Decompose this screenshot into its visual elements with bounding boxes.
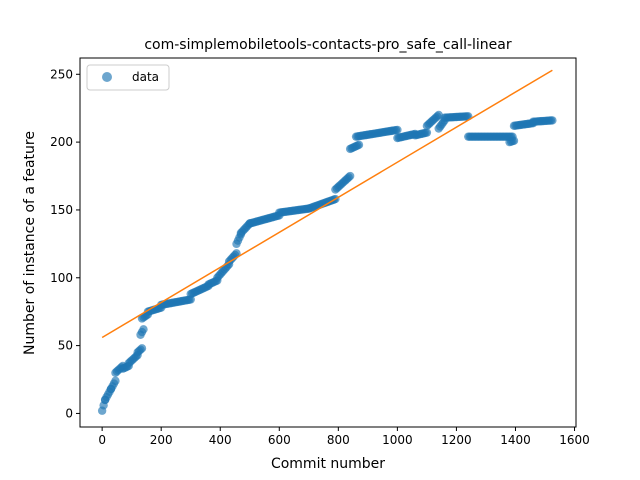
data-points (97, 110, 557, 415)
x-tick-label: 200 (150, 433, 173, 447)
x-tick-label: 1200 (441, 433, 472, 447)
x-tick-label: 0 (98, 433, 106, 447)
data-point (422, 128, 432, 137)
y-tick-label: 50 (58, 339, 73, 353)
data-point (139, 325, 148, 334)
y-tick-label: 250 (50, 67, 73, 81)
chart-title: com-simplemobiletools-contacts-pro_safe_… (144, 37, 512, 53)
x-axis-ticks: 0 200 400 600 800 1000 1200 1400 1600 (98, 427, 590, 447)
data-point (137, 344, 147, 353)
fit-line (101, 69, 553, 339)
legend-marker (102, 72, 112, 82)
data-point (111, 376, 120, 386)
data-point (548, 116, 557, 125)
data-point (354, 140, 364, 150)
fit-line-layer (101, 69, 553, 339)
x-tick-label: 800 (327, 433, 350, 447)
y-tick-label: 0 (65, 406, 73, 420)
legend-label: data (132, 70, 159, 84)
legend-box (86, 64, 170, 91)
data-point (345, 171, 355, 181)
data-point (393, 125, 402, 135)
y-tick-label: 200 (50, 135, 73, 149)
x-tick-label: 1600 (559, 433, 590, 447)
y-tick-label: 100 (50, 271, 73, 285)
data-point (509, 136, 519, 145)
plot-frame (79, 57, 577, 428)
x-tick-label: 1400 (500, 433, 531, 447)
x-tick-label: 400 (209, 433, 232, 447)
y-tick-label: 150 (50, 203, 73, 217)
x-tick-label: 1000 (382, 433, 413, 447)
y-axis-ticks: 0 50 100 150 200 250 (50, 67, 80, 420)
x-axis-label: Commit number (271, 456, 385, 472)
legend: data (86, 64, 170, 91)
x-tick-label: 600 (268, 433, 291, 447)
data-point (232, 249, 241, 258)
y-axis-label: Number of instance of a feature (22, 131, 38, 355)
